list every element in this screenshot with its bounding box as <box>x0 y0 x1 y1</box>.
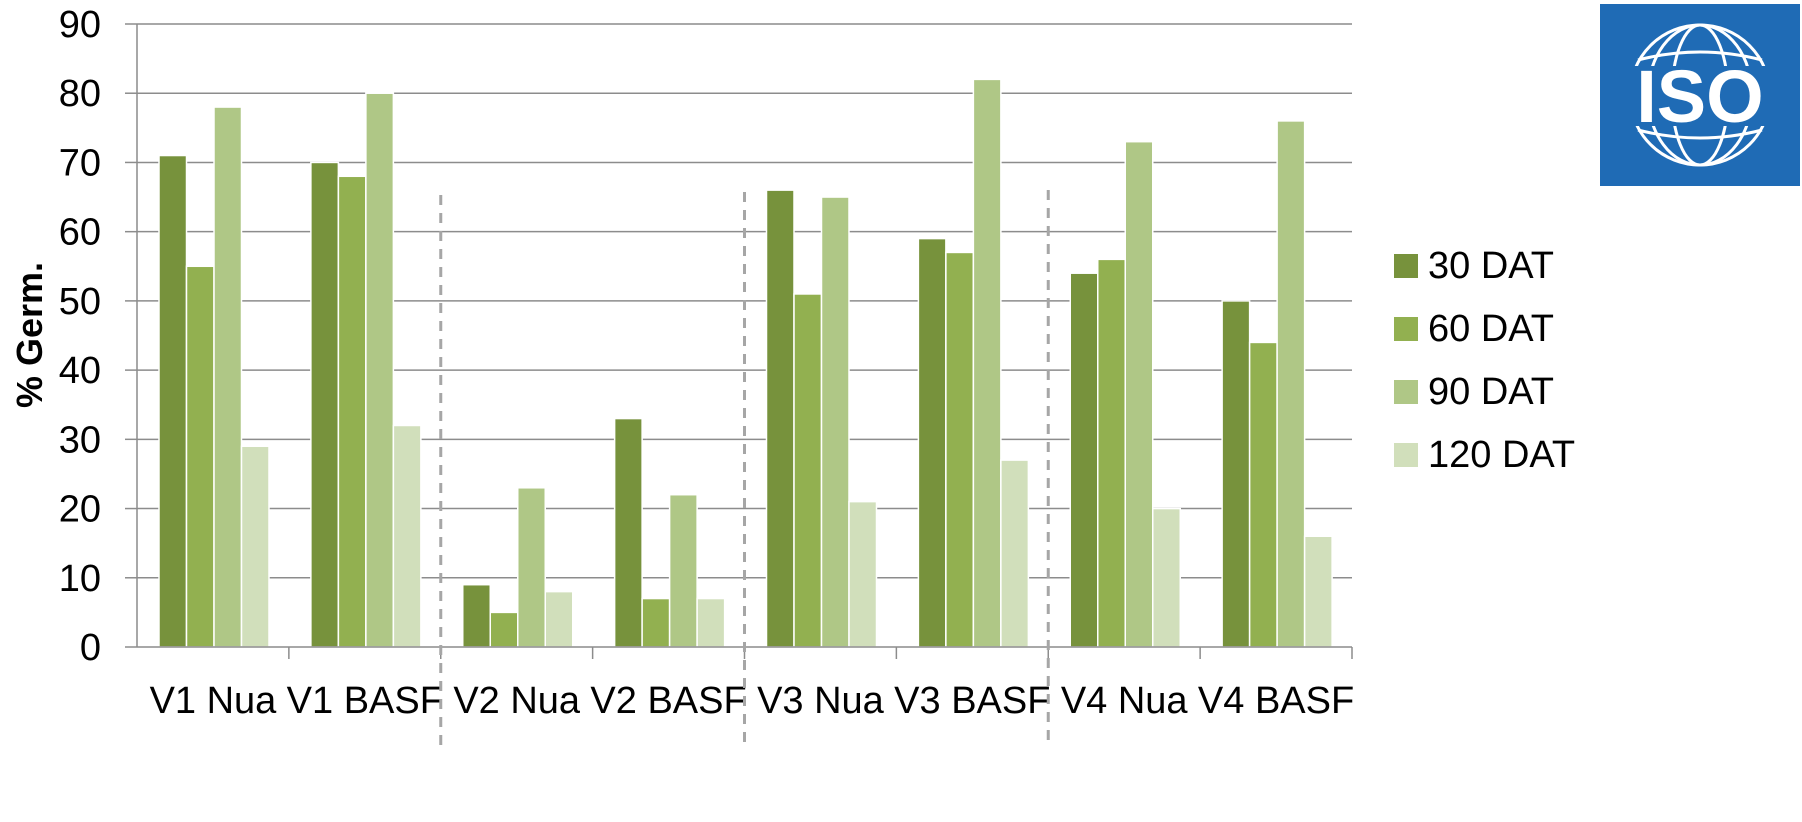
bar <box>310 161 340 648</box>
y-tick-label: 30 <box>59 419 101 461</box>
y-tick-label: 70 <box>59 142 101 184</box>
bar <box>1124 140 1154 648</box>
bar <box>917 237 947 648</box>
bar <box>1303 535 1333 648</box>
bar <box>337 175 367 648</box>
bar <box>544 590 574 648</box>
bar <box>517 487 546 648</box>
y-tick-label: 60 <box>59 212 101 254</box>
iso-logo: ISO <box>1600 4 1800 186</box>
bar <box>641 597 671 648</box>
legend: 30 DAT 60 DAT 90 DAT 120 DAT <box>1394 245 1575 476</box>
x-tick-label: V1 Nua <box>150 680 278 722</box>
bar <box>945 251 975 648</box>
y-tick-label: 0 <box>80 627 101 669</box>
bar <box>613 417 643 648</box>
y-tick-label: 50 <box>59 281 101 323</box>
bar <box>972 78 1002 648</box>
bar <box>462 583 491 648</box>
bar <box>793 293 823 648</box>
bar <box>1248 341 1278 648</box>
x-tick-label: V2 BASF <box>590 680 746 722</box>
bar <box>1000 459 1030 648</box>
legend-swatch <box>1394 380 1418 404</box>
legend-swatch <box>1394 317 1418 341</box>
bar <box>1097 258 1126 648</box>
bar <box>668 493 698 648</box>
legend-label: 30 DAT <box>1428 245 1554 287</box>
bar <box>213 106 243 648</box>
legend-label: 90 DAT <box>1428 371 1554 413</box>
y-tick-label: 40 <box>59 350 101 392</box>
y-tick-label: 10 <box>59 558 101 600</box>
bar <box>240 445 270 648</box>
bar <box>1152 507 1181 648</box>
bar <box>820 196 850 648</box>
y-tick-label: 20 <box>59 489 101 531</box>
bar <box>185 265 215 648</box>
y-axis-title: % Germ. <box>9 262 50 408</box>
bar <box>489 611 519 648</box>
x-tick-label: V3 BASF <box>894 680 1050 722</box>
y-tick-label: 80 <box>59 73 101 115</box>
legend-label: 120 DAT <box>1428 434 1575 476</box>
x-tick-label: V1 BASF <box>287 680 443 722</box>
bar <box>158 154 188 648</box>
bar <box>765 189 795 648</box>
x-tick-label: V4 Nua <box>1061 680 1189 722</box>
legend-label: 60 DAT <box>1428 308 1554 350</box>
bar <box>1276 120 1306 648</box>
bars <box>158 78 1333 648</box>
y-tick-label: 90 <box>59 4 101 46</box>
bar <box>848 500 878 648</box>
legend-swatch <box>1394 254 1418 278</box>
bar <box>1069 272 1099 648</box>
bar <box>365 92 395 648</box>
x-tick-label: V3 Nua <box>757 680 885 722</box>
x-tick-label: V2 Nua <box>453 680 581 722</box>
bar <box>392 424 422 648</box>
bar <box>696 597 726 648</box>
legend-swatch <box>1394 443 1418 467</box>
logo-text: ISO <box>1636 55 1763 138</box>
group-separators <box>439 190 1050 745</box>
x-tick-label: V4 BASF <box>1198 680 1354 722</box>
axes: 0 10 20 30 40 50 60 70 80 90 V1 Nua V1 BASF V2 Nua V2… <box>59 4 1354 722</box>
bar <box>1221 300 1251 648</box>
